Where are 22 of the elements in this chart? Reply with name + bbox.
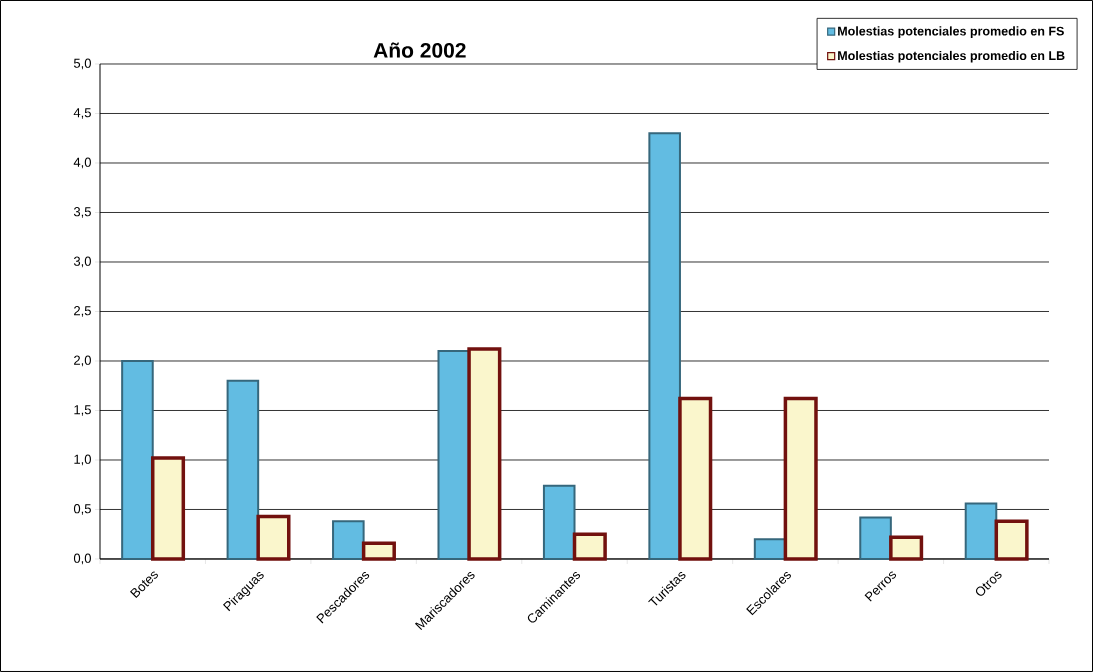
y-tick-label: 1,0 xyxy=(74,454,91,466)
bar xyxy=(121,359,154,560)
y-tick-label: 0,5 xyxy=(73,504,91,515)
y-tick-label: 3,0 xyxy=(73,256,91,268)
bar xyxy=(964,502,998,560)
chart-title: Año 2002 xyxy=(373,42,466,58)
y-tick-label: 4,0 xyxy=(73,157,91,169)
y-tick-label: 3,5 xyxy=(73,207,91,218)
bar xyxy=(332,520,365,560)
bar xyxy=(226,379,260,560)
y-tick-label: 0,0 xyxy=(73,553,91,565)
bar xyxy=(753,538,787,560)
y-tick-label: 2,0 xyxy=(74,355,91,367)
bar xyxy=(542,484,576,560)
legend-label: Molestias potenciales promedio en LB xyxy=(838,50,1065,63)
bar xyxy=(859,516,892,560)
y-tick-label: 1,5 xyxy=(74,405,91,416)
bar xyxy=(648,132,681,560)
legend-label: Molestias potenciales promedio en FS xyxy=(838,26,1064,38)
y-tick-label: 2,5 xyxy=(74,306,91,317)
y-tick-label: 4,5 xyxy=(73,108,91,119)
y-tick-label: 5,0 xyxy=(73,58,91,70)
